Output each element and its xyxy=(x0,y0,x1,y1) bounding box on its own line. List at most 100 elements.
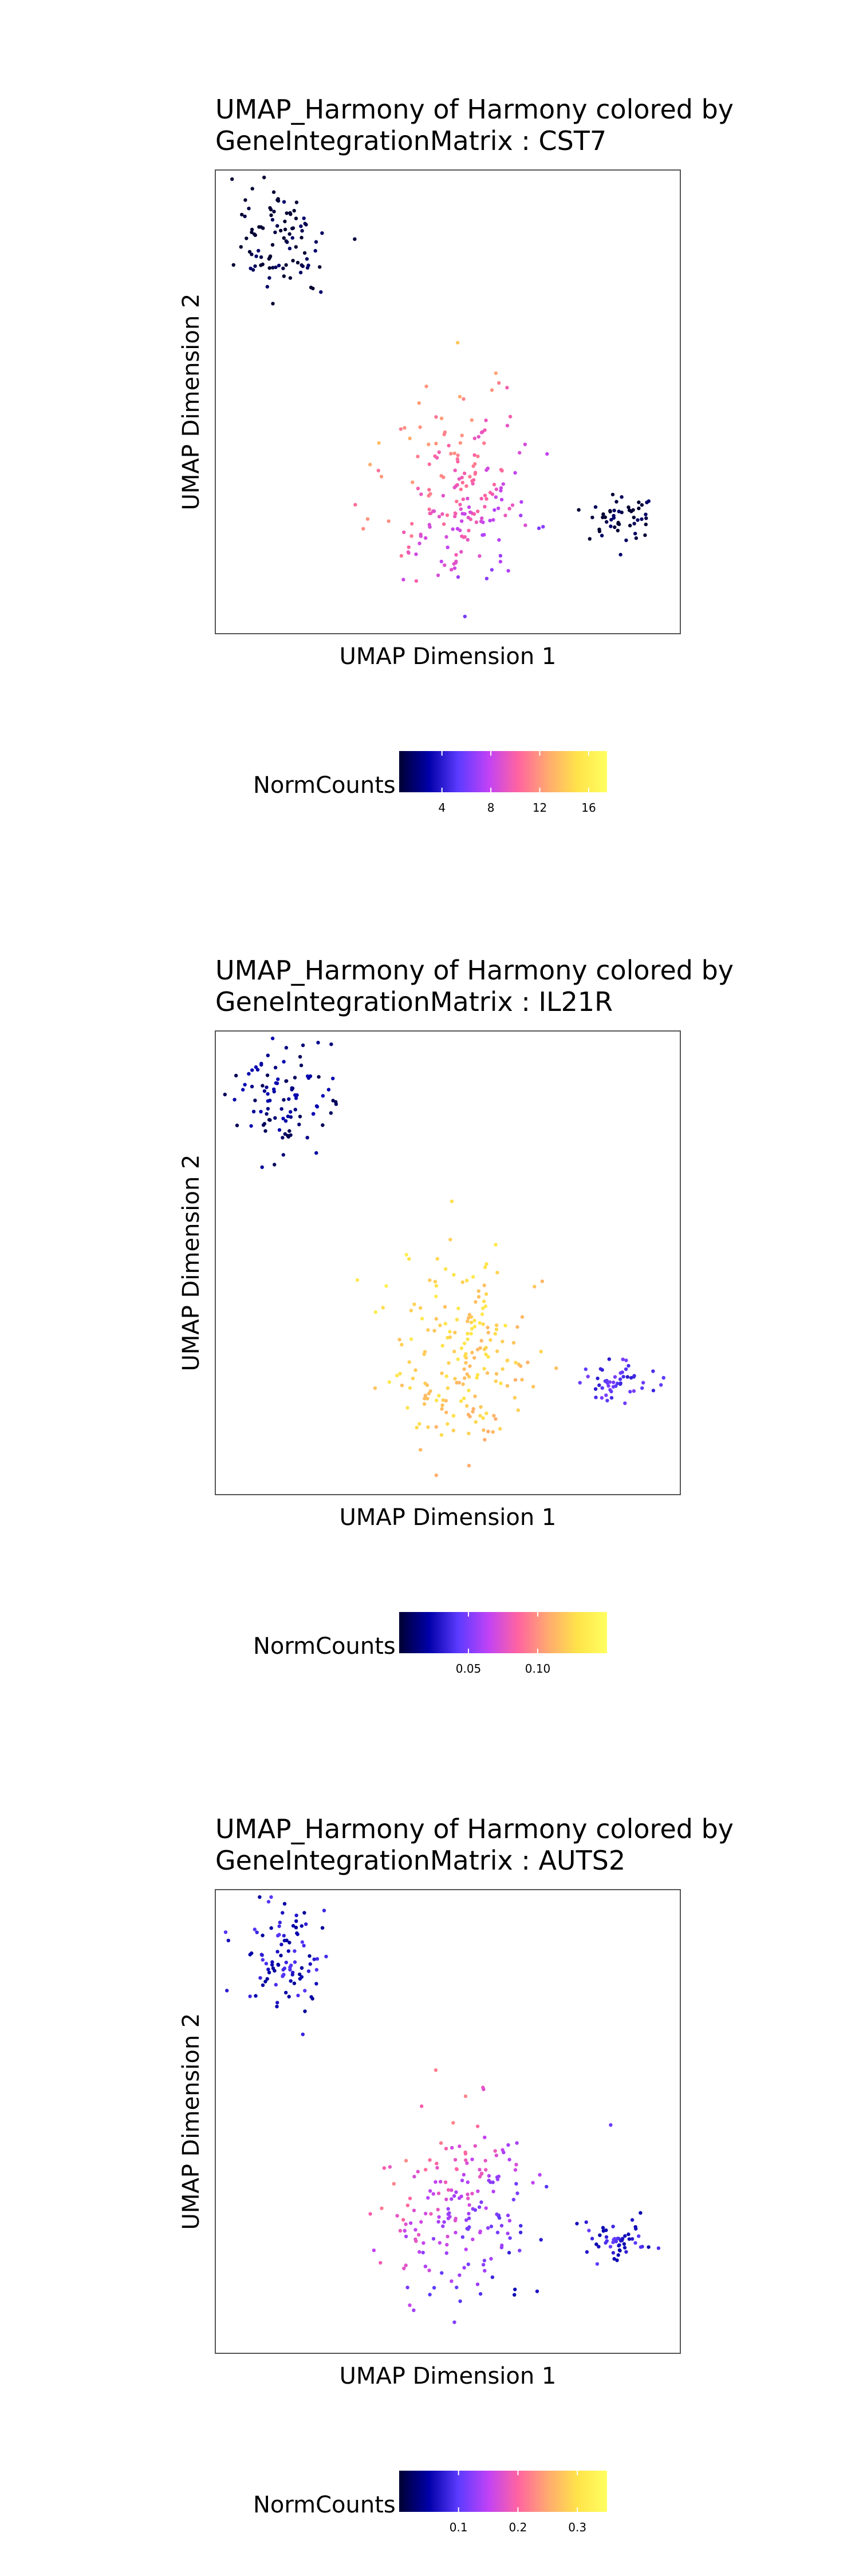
scatter-point xyxy=(639,2211,643,2215)
scatter-point xyxy=(291,259,295,263)
scatter-point xyxy=(597,2245,601,2249)
scatter-point xyxy=(454,553,458,557)
scatter-point xyxy=(475,2282,480,2286)
scatter-point xyxy=(472,512,476,516)
scatter-point xyxy=(281,266,285,270)
scatter-point xyxy=(410,521,414,526)
scatter-point xyxy=(614,500,618,504)
scatter-point xyxy=(519,500,523,504)
scatter-point xyxy=(235,1123,239,1128)
scatter-point xyxy=(261,1933,265,1938)
scatter-point xyxy=(308,1074,313,1078)
scatter-point xyxy=(446,1422,450,1426)
scatter-point xyxy=(482,1348,487,1352)
colorbar xyxy=(399,1612,607,1653)
scatter-point xyxy=(417,1422,421,1426)
scatter-point xyxy=(523,442,527,447)
scatter-point xyxy=(490,492,495,496)
scatter-point xyxy=(470,479,474,483)
scatter-point xyxy=(620,510,624,515)
scatter-point xyxy=(454,2190,458,2194)
scatter-point xyxy=(466,2192,470,2196)
scatter-point xyxy=(395,2214,399,2218)
scatter-point xyxy=(447,1361,451,1365)
scatter-point xyxy=(266,1053,270,1057)
scatter-point xyxy=(427,507,431,511)
scatter-point xyxy=(474,520,479,524)
scatter-point xyxy=(505,1384,510,1388)
scatter-point xyxy=(282,274,286,278)
scatter-point xyxy=(462,1341,467,1345)
scatter-point xyxy=(484,418,488,422)
scatter-point xyxy=(435,1398,439,1402)
scatter-point xyxy=(408,2303,412,2308)
scatter-point xyxy=(482,441,486,445)
scatter-point xyxy=(600,534,604,538)
scatter-point xyxy=(270,218,275,222)
scatter-point xyxy=(431,2237,436,2241)
scatter-point xyxy=(294,245,298,249)
legend-title: NormCounts xyxy=(253,1633,396,1660)
scatter-point xyxy=(483,2159,487,2163)
scatter-point xyxy=(411,1376,415,1381)
scatter-point xyxy=(427,442,431,447)
scatter-point xyxy=(605,1381,609,1385)
scatter-point xyxy=(483,428,487,432)
scatter-point xyxy=(464,2247,468,2251)
scatter-point xyxy=(452,485,456,489)
scatter-point xyxy=(272,1087,276,1091)
scatter-point xyxy=(440,1344,444,1348)
scatter-point xyxy=(401,578,405,582)
scatter-point xyxy=(290,1973,294,1977)
scatter-point xyxy=(435,1257,439,1261)
scatter-point xyxy=(501,482,505,486)
scatter-point xyxy=(436,2220,440,2224)
scatter-point xyxy=(515,2141,519,2145)
scatter-point xyxy=(421,2241,425,2245)
scatter-point xyxy=(403,2229,407,2233)
scatter-point xyxy=(261,1983,265,1988)
scatter-point xyxy=(456,341,460,345)
scatter-point xyxy=(299,1063,304,1068)
scatter-point xyxy=(491,518,495,522)
scatter-point xyxy=(299,224,303,228)
scatter-point xyxy=(482,1428,486,1432)
scatter-point xyxy=(289,1979,293,1983)
scatter-point xyxy=(270,1960,274,1964)
scatter-point xyxy=(275,2001,279,2005)
scatter-point xyxy=(452,2194,456,2198)
scatter-point xyxy=(634,2227,638,2231)
scatter-point xyxy=(470,2191,474,2196)
scatter-point xyxy=(288,1965,292,1969)
scatter-point xyxy=(629,509,633,513)
scatter-point xyxy=(461,1382,465,1386)
scatter-point xyxy=(623,1401,627,1405)
scatter-point xyxy=(455,499,459,504)
scatter-point xyxy=(353,237,357,241)
scatter-point xyxy=(387,519,391,523)
scatter-point xyxy=(275,1950,279,1954)
scatter-point xyxy=(494,371,498,376)
scatter-point xyxy=(514,2182,518,2186)
scatter-point xyxy=(598,2233,602,2237)
scatter-point xyxy=(284,263,288,267)
scatter-point xyxy=(287,232,291,236)
scatter-point xyxy=(620,495,624,499)
scatter-point xyxy=(257,225,261,229)
scatter-point xyxy=(314,1104,319,1108)
scatter-point xyxy=(584,1367,588,1372)
scatter-point xyxy=(300,1966,304,1970)
scatter-point xyxy=(605,2239,609,2243)
scatter-point xyxy=(495,1323,499,1327)
scatter-point xyxy=(443,1305,447,1309)
scatter-point xyxy=(266,1967,270,1971)
scatter-point xyxy=(234,1073,238,1078)
plot-title-line1: UMAP_Harmony of Harmony colored by xyxy=(215,1814,734,1844)
scatter-point xyxy=(621,1357,625,1361)
scatter-point xyxy=(501,1340,505,1344)
scatter-point xyxy=(329,1111,333,1115)
scatter-point xyxy=(243,214,247,219)
scatter-point xyxy=(439,2180,443,2184)
plot-frame xyxy=(215,1030,681,1495)
scatter-point xyxy=(250,187,254,191)
